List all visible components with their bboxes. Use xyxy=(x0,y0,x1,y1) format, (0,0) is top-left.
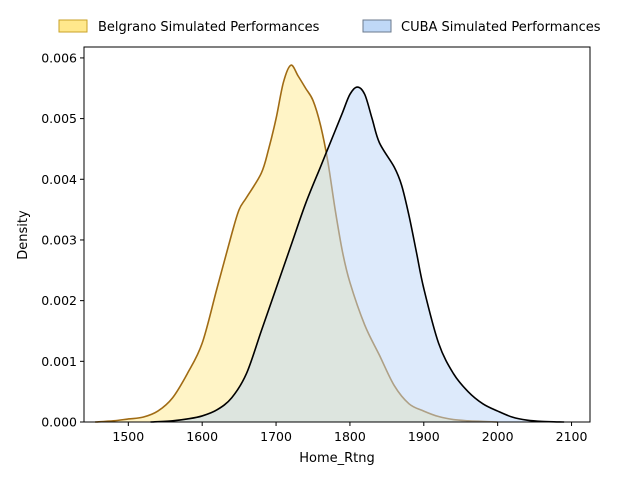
x-tick-label: 2000 xyxy=(482,429,514,444)
x-tick-label: 1800 xyxy=(334,429,366,444)
y-tick-label: 0.005 xyxy=(41,111,77,126)
y-tick-label: 0.004 xyxy=(41,172,77,187)
x-axis: 1500 1600 1700 1800 1900 2000 2100 xyxy=(112,422,587,444)
y-tick-label: 0.002 xyxy=(41,293,77,308)
y-axis: 0.000 0.001 0.002 0.003 0.004 0.005 0.006 xyxy=(41,50,84,430)
density-area-cuba xyxy=(150,87,565,423)
legend: Belgrano Simulated Performances CUBA Sim… xyxy=(58,19,601,35)
legend-swatch-cuba xyxy=(362,19,392,33)
x-axis-label: Home_Rtng xyxy=(299,451,375,466)
x-tick-label: 1500 xyxy=(112,429,144,444)
y-axis-label: Density xyxy=(16,210,31,260)
legend-label-belgrano: Belgrano Simulated Performances xyxy=(98,20,320,35)
plot-area xyxy=(95,64,565,423)
density-line-cuba xyxy=(150,86,565,423)
legend-label-cuba: CUBA Simulated Performances xyxy=(401,20,601,35)
y-tick-label: 0.006 xyxy=(41,50,77,65)
y-tick-label: 0.003 xyxy=(41,232,77,247)
y-tick-label: 0.000 xyxy=(41,415,77,430)
x-tick-label: 1900 xyxy=(408,429,440,444)
x-tick-label: 2100 xyxy=(556,429,588,444)
plot-frame xyxy=(83,46,591,423)
x-tick-label: 1600 xyxy=(186,429,218,444)
legend-swatch-belgrano xyxy=(58,19,88,33)
x-tick-label: 1700 xyxy=(260,429,292,444)
y-tick-label: 0.001 xyxy=(41,354,77,369)
